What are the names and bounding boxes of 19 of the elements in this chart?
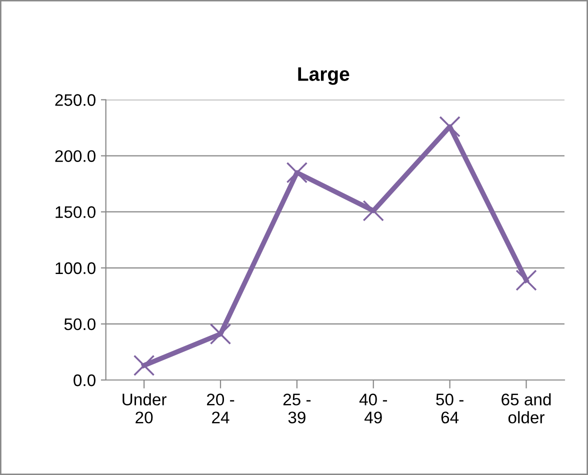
x-tick-label: 20 - 24 xyxy=(206,394,234,424)
y-tick-label: 150.0 xyxy=(56,206,96,218)
chart-title: Large xyxy=(298,67,350,85)
x-tick-label: 25 - 39 xyxy=(283,394,311,424)
x-tick-label: 50 - 64 xyxy=(436,394,464,424)
x-tick-label: 40 - 49 xyxy=(359,394,387,424)
point xyxy=(362,200,384,222)
y-tick-label: 100.0 xyxy=(56,262,96,274)
x-tick-label: Under 20 xyxy=(122,393,166,424)
point xyxy=(516,270,537,291)
point xyxy=(286,162,308,184)
point xyxy=(210,323,232,345)
y-tick-label: 250.0 xyxy=(55,94,96,106)
point xyxy=(439,116,460,138)
x-tick-label: 65 and older xyxy=(502,393,551,424)
y-tick-label: 0.0 xyxy=(74,374,96,386)
point xyxy=(133,354,155,376)
y-tick-label: 50.0 xyxy=(64,318,96,330)
y-tick-label: 200.0 xyxy=(55,150,96,162)
